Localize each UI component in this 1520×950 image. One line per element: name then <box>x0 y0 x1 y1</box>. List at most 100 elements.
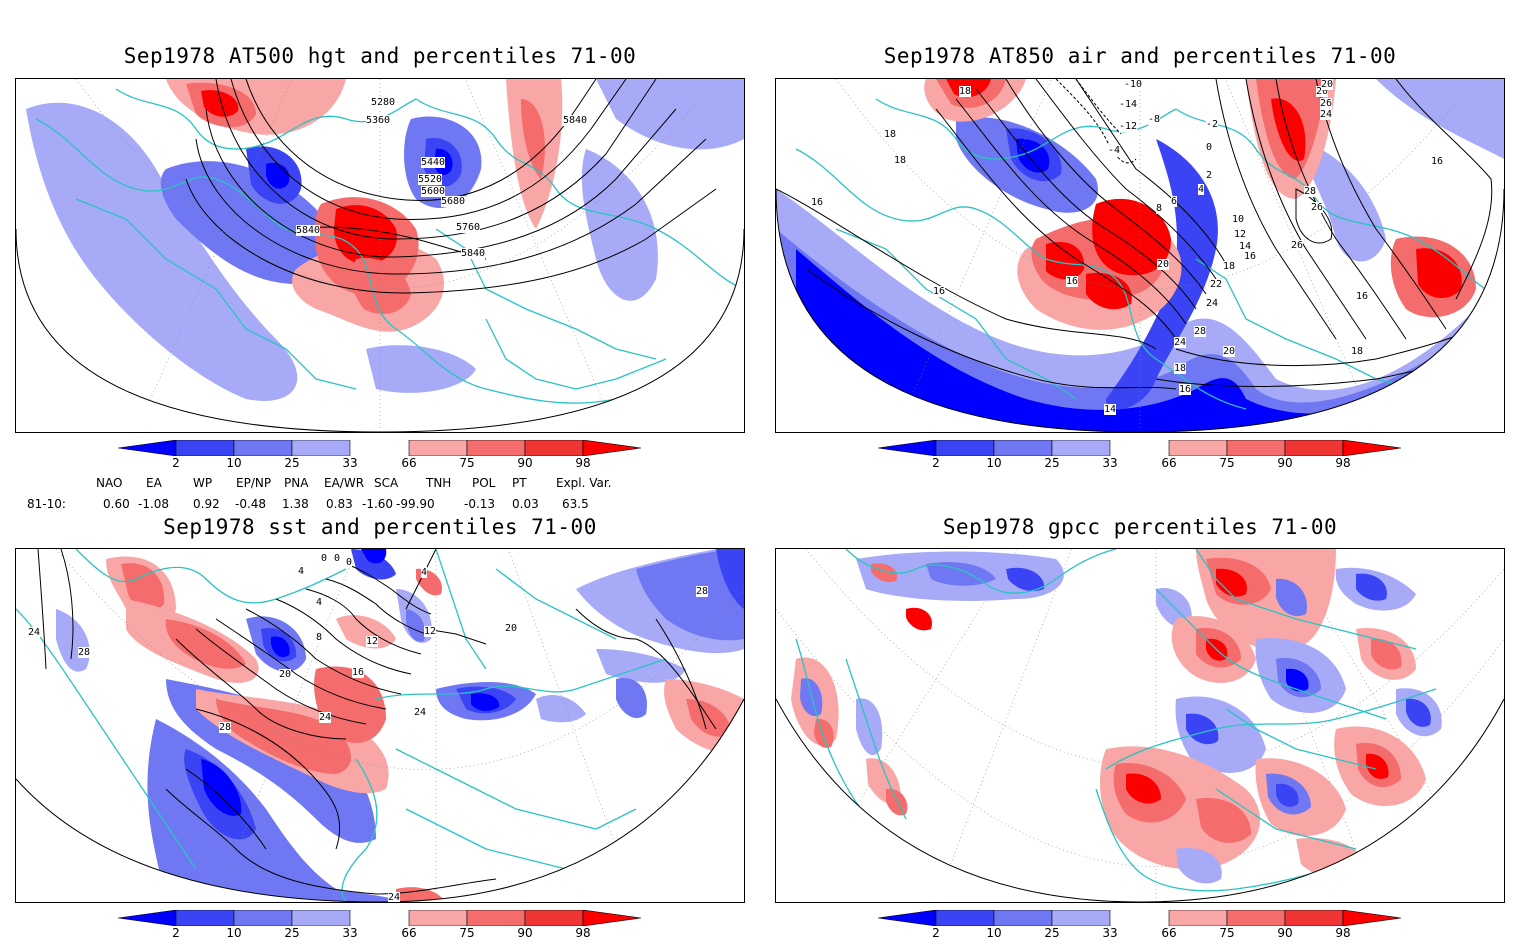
contour-label: 28 <box>78 647 91 658</box>
contour-label: 24 <box>319 712 332 723</box>
colorbar-label: 10 <box>226 456 242 470</box>
index-header: EA/WR <box>324 476 365 490</box>
colorbar-label: 2 <box>932 456 940 470</box>
contour-label: 18 <box>1223 261 1236 272</box>
index-value: 0.92 <box>193 497 220 511</box>
contour-label: 10 <box>1232 214 1245 225</box>
map-panel-gpcc <box>775 548 1505 903</box>
contour-label: 26 <box>1320 98 1333 109</box>
contour-label: 20 <box>1223 346 1236 357</box>
colorbar-hgt500: 2 10 25 33 66 75 90 98 <box>118 440 678 480</box>
contour-label: 8 <box>316 632 323 643</box>
contour-label: 22 <box>1210 279 1223 290</box>
colorbar-label: 90 <box>1277 456 1293 470</box>
index-value: 0.60 <box>103 497 130 511</box>
contour-label: 16 <box>933 286 946 297</box>
contour-label: 16 <box>1066 276 1079 287</box>
map-panel-sst: 24 28 4 8 12 16 20 24 28 24 20 28 24 0 0… <box>15 548 745 903</box>
contour-label: 28 <box>696 586 709 597</box>
contour-label: 24 <box>1206 298 1219 309</box>
index-value: 0.03 <box>512 497 539 511</box>
index-value: -0.13 <box>464 497 496 511</box>
colorbar-label: 66 <box>1161 926 1177 940</box>
colorbar-sst: 2 10 25 33 66 75 90 98 <box>118 910 678 950</box>
grid-lines <box>55 549 744 902</box>
contour-label: 24 <box>1320 109 1333 120</box>
contour-label: 5680 <box>441 196 466 207</box>
contour-label: 28 <box>1304 186 1317 197</box>
panel-title-sst: Sep1978 sst and percentiles 71-00 <box>163 515 597 539</box>
colorbar-label: 10 <box>226 926 242 940</box>
index-value: 63.5 <box>562 497 589 511</box>
contour-label: 0 <box>346 557 353 568</box>
colorbar-label: 25 <box>1044 926 1060 940</box>
contour-label: 18 <box>884 129 897 140</box>
index-header: PNA <box>284 476 309 490</box>
contour-label: 20 <box>279 669 292 680</box>
colorbar-label: 98 <box>575 926 591 940</box>
contour-label: 0 <box>1206 142 1213 153</box>
contour-label: 20 <box>1157 259 1170 270</box>
contour-label: 16 <box>1431 156 1444 167</box>
index-value: -0.48 <box>235 497 267 511</box>
colorbar-label: 98 <box>575 456 591 470</box>
panel-title-hgt500: Sep1978 AT500 hgt and percentiles 71-00 <box>123 44 637 68</box>
coastlines <box>35 88 744 404</box>
contour-label: 2 <box>1206 170 1213 181</box>
contour-label: -12 <box>1119 121 1138 132</box>
contour-label: 20 <box>1321 79 1334 90</box>
contour-label: 26 <box>1311 202 1324 213</box>
index-value: -99.90 <box>396 497 435 511</box>
contour-label: 4 <box>298 566 305 577</box>
colorbar-label: 33 <box>342 926 358 940</box>
colorbar-label: 2 <box>932 926 940 940</box>
index-value: 1.38 <box>282 497 309 511</box>
contour-label: 5840 <box>461 248 486 259</box>
contour-label: 18 <box>959 86 972 97</box>
contour-label: 24 <box>388 892 401 903</box>
colorbar-label: 25 <box>1044 456 1060 470</box>
colorbar-label: 66 <box>401 926 417 940</box>
sst-contours <box>37 549 717 895</box>
index-header: WP <box>193 476 213 490</box>
contour-label: 12 <box>366 636 379 647</box>
contour-label: 24 <box>414 707 427 718</box>
index-header: EP/NP <box>236 476 272 490</box>
colorbar-label: 66 <box>1161 456 1177 470</box>
contour-label: 5600 <box>421 186 446 197</box>
contour-label: 24 <box>1174 337 1187 348</box>
negative-contours <box>1055 79 1137 164</box>
contour-label: 0 <box>334 553 341 564</box>
colorbar-label: 90 <box>517 456 533 470</box>
contour-label: 14 <box>1239 241 1252 252</box>
colorbar-label: 10 <box>986 456 1002 470</box>
index-header: SCA <box>374 476 399 490</box>
contour-label: 12 <box>424 626 437 637</box>
contour-label: 16 <box>811 197 824 208</box>
contour-label: 5440 <box>421 157 446 168</box>
index-header: Expl. Var. <box>556 476 612 490</box>
index-header: EA <box>146 476 162 490</box>
map-panel-hgt500: 5280 5360 5440 5520 5600 5680 5760 5840 … <box>15 78 745 433</box>
index-header: TNH <box>426 476 452 490</box>
contour-label: 5840 <box>296 225 321 236</box>
colorbar-label: 75 <box>459 456 475 470</box>
coastlines <box>795 549 1437 892</box>
precip-speckle <box>791 549 1442 884</box>
contour-label: -14 <box>1119 99 1138 110</box>
contour-label: 5840 <box>563 115 588 126</box>
colorbar-label: 75 <box>1219 926 1235 940</box>
colorbar-label: 25 <box>284 926 300 940</box>
map-panel-air850: 18 18 18 16 16 16 16 16 -10 -14 -12 -8 -… <box>775 78 1505 433</box>
colorbar-label: 2 <box>172 926 180 940</box>
contour-label: 12 <box>1234 229 1247 240</box>
contour-label: 24 <box>28 627 41 638</box>
grid-lines <box>75 79 717 432</box>
contour-label: 4 <box>316 597 323 608</box>
contour-label: 6 <box>1171 196 1178 207</box>
colorbar-label: 75 <box>1219 456 1235 470</box>
colorbar-label: 2 <box>172 456 180 470</box>
contour-label: -10 <box>1124 79 1143 90</box>
contour-label: 5760 <box>456 222 481 233</box>
contour-label: 16 <box>1244 251 1257 262</box>
